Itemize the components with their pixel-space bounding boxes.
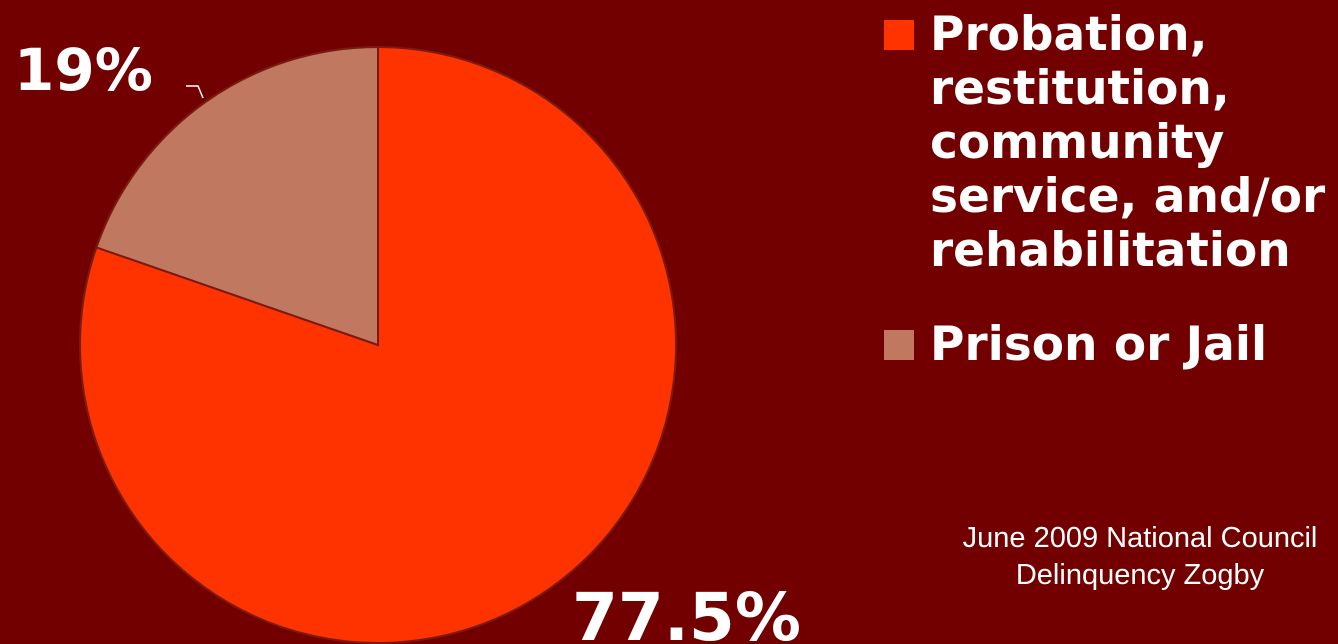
slice-value-label-1: 19% xyxy=(14,36,153,104)
legend: Probation, restitution, community servic… xyxy=(884,8,1338,372)
slice-value-label-0: 77.5% xyxy=(572,579,801,644)
legend-label-probation: Probation, restitution, community servic… xyxy=(930,8,1330,278)
source-note: June 2009 National Council Delinquency Z… xyxy=(880,520,1338,594)
legend-item-probation: Probation, restitution, community servic… xyxy=(884,8,1338,278)
legend-swatch-prison xyxy=(884,330,914,360)
legend-item-prison: Prison or Jail xyxy=(884,318,1338,372)
legend-swatch-probation xyxy=(884,20,914,50)
legend-label-prison: Prison or Jail xyxy=(930,318,1330,372)
leader-line xyxy=(186,86,203,98)
